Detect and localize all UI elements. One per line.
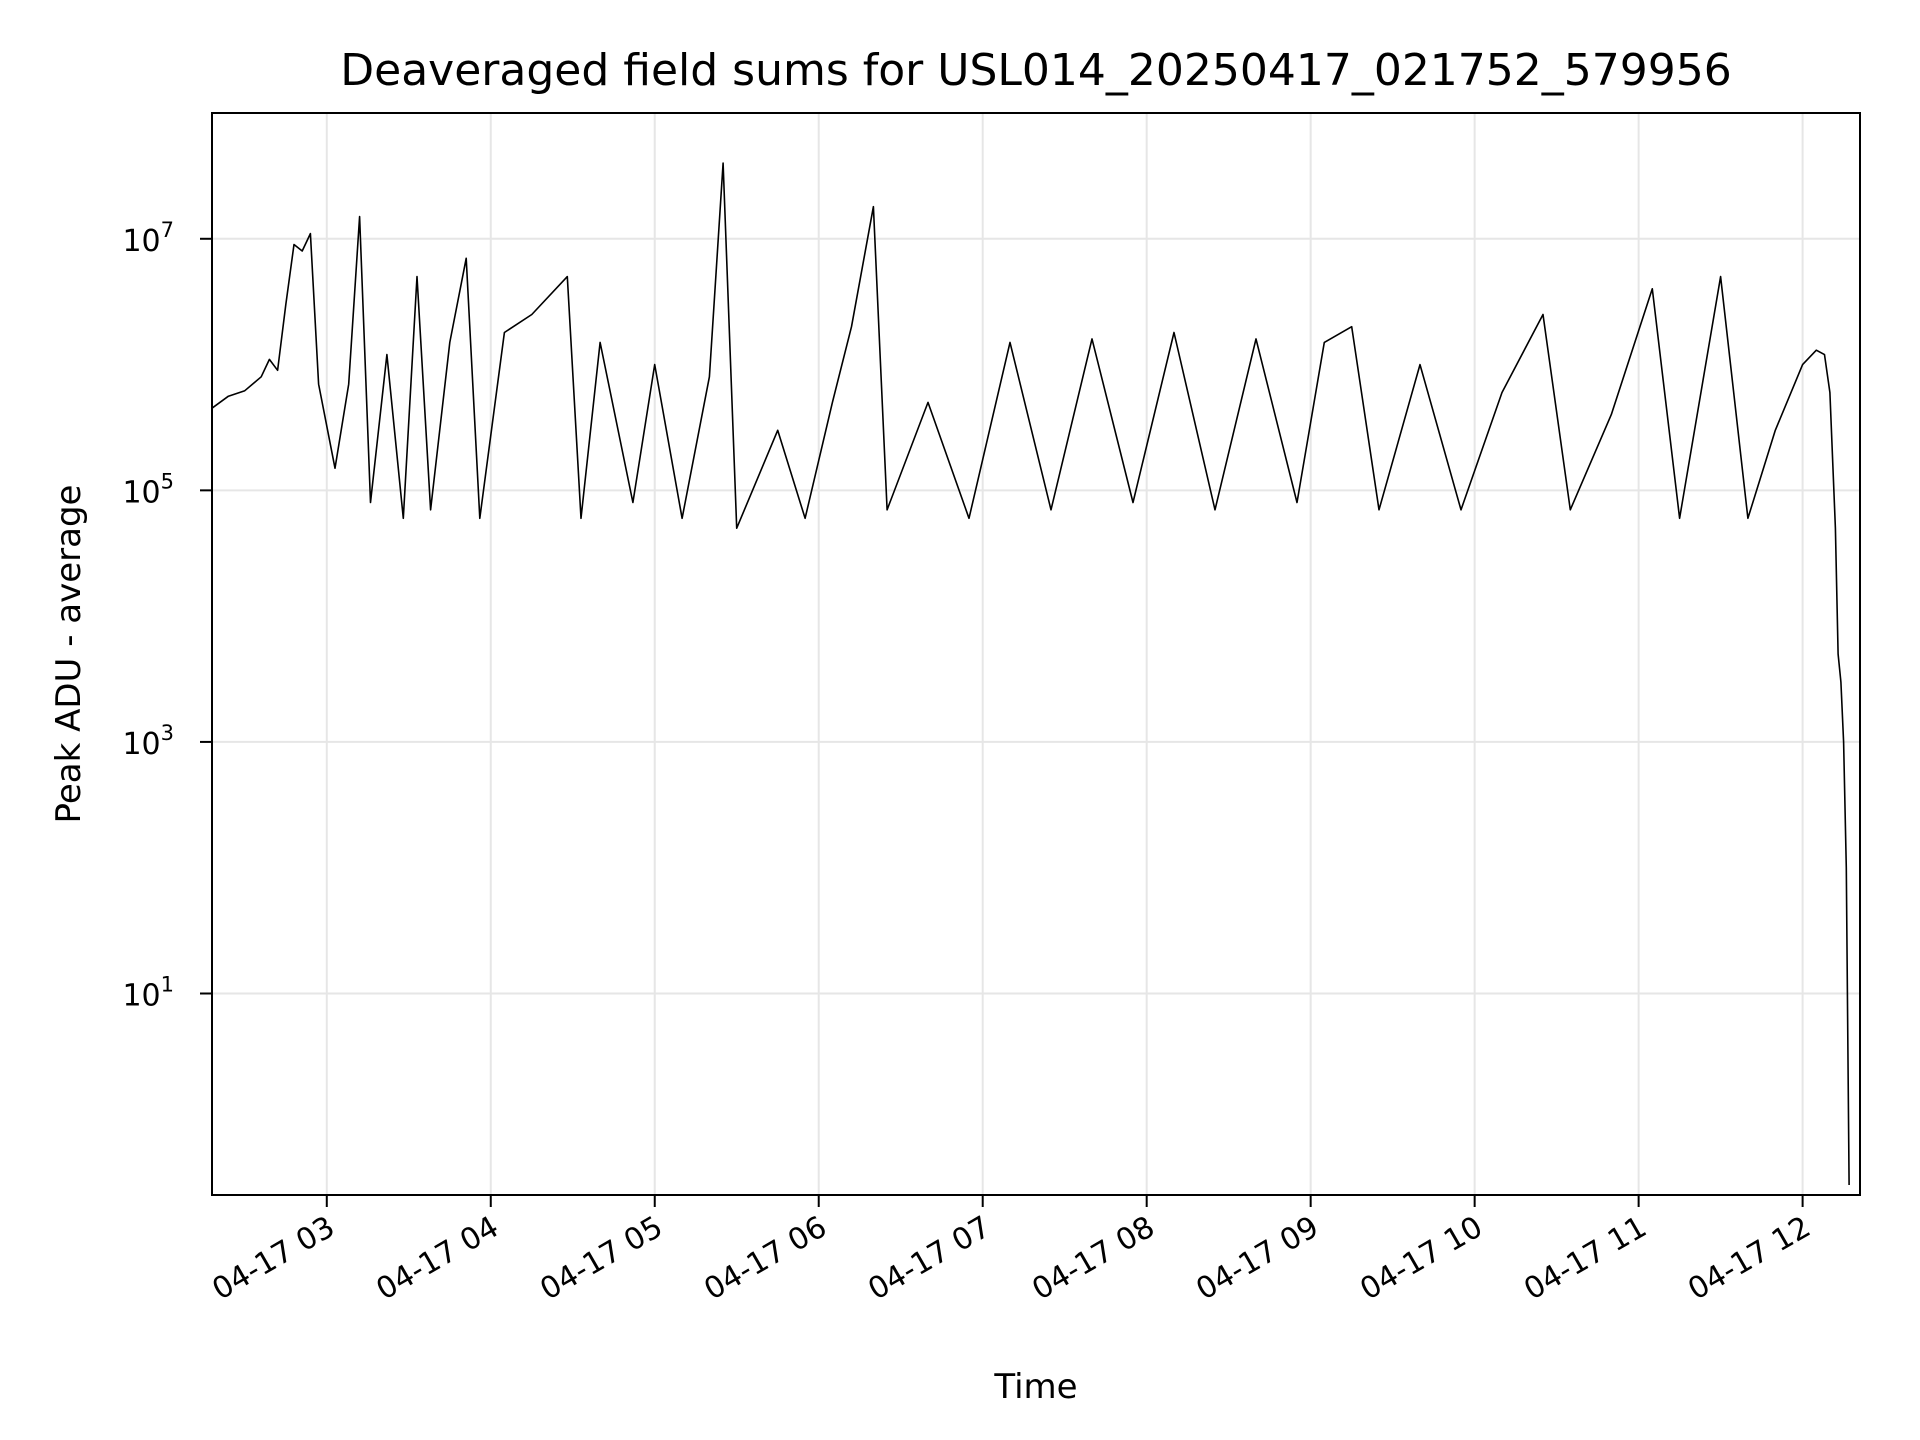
y-tick-label: 105 (122, 469, 174, 510)
y-tick-label: 107 (122, 218, 174, 259)
chart-title: Deaveraged field sums for USL014_2025041… (340, 45, 1732, 96)
series-line (211, 162, 1850, 1186)
y-tick-exponent: 3 (161, 721, 174, 745)
y-tick-base: 10 (122, 727, 160, 762)
y-tick-exponent: 7 (161, 218, 174, 242)
series-layer (211, 162, 1850, 1186)
y-tick-base: 10 (122, 224, 160, 259)
y-tick-label: 103 (122, 721, 174, 762)
gridlines (212, 113, 1860, 1195)
plot-area-frame (211, 112, 1861, 1196)
y-tick-label: 101 (122, 972, 174, 1013)
x-axis-title: Time (993, 1367, 1077, 1407)
y-tick-base: 10 (122, 978, 160, 1013)
y-tick-exponent: 1 (161, 972, 174, 996)
y-tick-exponent: 5 (161, 469, 174, 493)
y-axis-title: Peak ADU - average (49, 485, 89, 824)
y-tick-base: 10 (122, 475, 160, 510)
